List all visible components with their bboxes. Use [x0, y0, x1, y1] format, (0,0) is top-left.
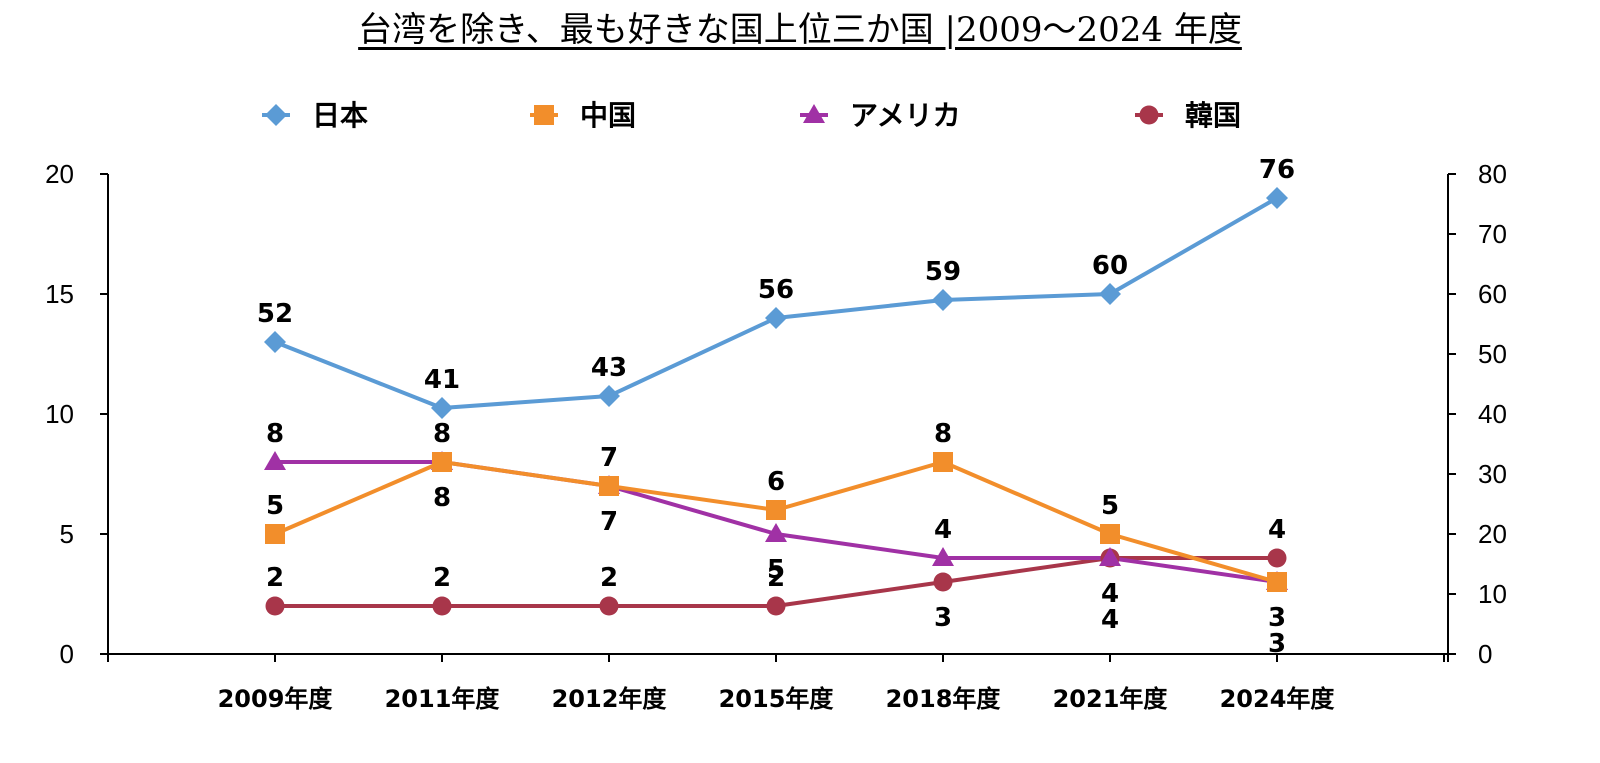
data-point-marker: [766, 596, 786, 616]
data-point-marker: [1099, 283, 1121, 305]
data-label: 56: [758, 275, 794, 305]
data-label: 2: [433, 563, 451, 593]
data-label: 2: [767, 563, 785, 593]
right-y-tick-label: 60: [1478, 279, 1507, 309]
data-label: 6: [767, 467, 785, 497]
data-point-marker: [765, 523, 787, 542]
data-point-marker: [765, 307, 787, 329]
data-label: 52: [257, 299, 293, 329]
data-label: 43: [591, 353, 627, 383]
data-label: 59: [925, 257, 961, 287]
data-point-marker: [933, 572, 953, 592]
right-y-tick-label: 70: [1478, 219, 1507, 249]
legend-label: 中国: [580, 99, 636, 132]
data-point-marker: [1267, 548, 1287, 568]
data-point-marker: [932, 289, 954, 311]
x-category-label: 2011年度: [385, 685, 501, 713]
data-point-marker: [264, 451, 286, 470]
data-label: 5: [767, 555, 785, 585]
data-point-marker: [598, 385, 620, 407]
x-category-label: 2009年度: [218, 685, 334, 713]
right-y-tick-label: 0: [1478, 639, 1492, 669]
x-category-label: 2021年度: [1053, 685, 1169, 713]
data-label: 5: [266, 491, 284, 521]
data-point-marker: [1099, 547, 1121, 566]
x-category-label: 2015年度: [719, 685, 835, 713]
data-point-marker: [264, 331, 286, 353]
left-y-tick-label: 15: [45, 279, 74, 309]
data-label: 8: [433, 483, 451, 513]
data-label: 7: [600, 443, 618, 473]
data-point-marker: [432, 596, 452, 616]
right-y-tick-label: 10: [1478, 579, 1507, 609]
data-point-marker: [265, 596, 285, 616]
data-point-marker: [933, 452, 953, 472]
left-y-tick-label: 10: [45, 399, 74, 429]
legend-label: 韓国: [1185, 99, 1241, 132]
data-label: 7: [600, 507, 618, 537]
x-category-label: 2024年度: [1220, 685, 1336, 713]
x-category-label: 2012年度: [552, 685, 668, 713]
data-point-marker: [932, 547, 954, 566]
left-y-tick-label: 5: [60, 519, 74, 549]
left-y-tick-label: 20: [45, 159, 74, 189]
data-label: 8: [934, 419, 952, 449]
right-y-tick-label: 20: [1478, 519, 1507, 549]
data-point-marker: [1100, 524, 1120, 544]
data-point-marker: [599, 596, 619, 616]
data-point-marker: [599, 476, 619, 496]
right-y-tick-label: 40: [1478, 399, 1507, 429]
data-label: 60: [1092, 251, 1128, 281]
left-y-tick-label: 0: [60, 639, 74, 669]
legend-marker: [534, 105, 554, 125]
data-point-marker: [1267, 572, 1287, 592]
data-point-marker: [1266, 187, 1288, 209]
axes: 0 5 10 15 20 0 10 20 30 40 50 60 70 80 2009年度 2011年度 201…: [45, 159, 1507, 713]
legend-marker: [265, 104, 287, 126]
data-point-marker: [766, 500, 786, 520]
legend: 日本 中国 アメリカ 韓国: [262, 99, 1241, 132]
right-y-tick-label: 50: [1478, 339, 1507, 369]
data-label: 76: [1259, 155, 1295, 185]
right-y-tick-label: 30: [1478, 459, 1507, 489]
data-label: 2: [266, 563, 284, 593]
series-markers: [264, 187, 1288, 616]
data-label: 3: [1268, 629, 1286, 659]
data-label: 4: [1268, 515, 1286, 545]
data-label: 41: [424, 365, 460, 395]
data-label: 8: [433, 419, 451, 449]
data-label: 4: [934, 515, 952, 545]
data-label: 3: [934, 603, 952, 633]
data-label: 8: [266, 419, 284, 449]
data-label: 3: [1268, 603, 1286, 633]
chart-title: 台湾を除き、最も好きな国上位三か国 |2009～2024 年度: [358, 10, 1242, 50]
data-point-marker: [431, 397, 453, 419]
data-label: 5: [1101, 491, 1119, 521]
data-label: 2: [600, 563, 618, 593]
right-y-tick-label: 80: [1478, 159, 1507, 189]
legend-label: アメリカ: [850, 99, 961, 132]
data-point-marker: [432, 452, 452, 472]
data-label: 4: [1101, 579, 1119, 609]
data-point-marker: [265, 524, 285, 544]
legend-label: 日本: [312, 99, 368, 132]
legend-marker: [1139, 105, 1159, 125]
x-category-label: 2018年度: [886, 685, 1002, 713]
legend-marker: [803, 104, 825, 123]
data-label: 4: [1101, 605, 1119, 635]
